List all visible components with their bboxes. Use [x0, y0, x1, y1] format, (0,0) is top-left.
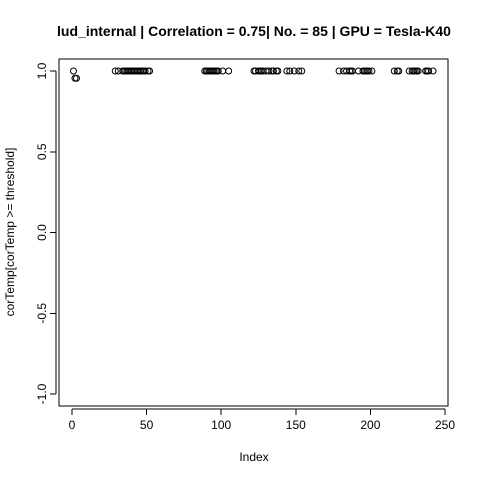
data-point — [219, 67, 227, 75]
data-point — [265, 67, 273, 75]
y-tick-label: 0.5 — [35, 143, 49, 160]
x-tick-label: 0 — [69, 418, 76, 432]
data-point — [269, 67, 277, 75]
x-tick-label: 250 — [435, 418, 455, 432]
y-axis-title: corTemp[corTemp >= threshold] — [3, 148, 17, 317]
data-point — [214, 67, 222, 75]
data-point — [225, 67, 233, 75]
data-point — [365, 67, 373, 75]
data-point — [141, 67, 149, 75]
y-tick-label: 0.0 — [35, 224, 49, 241]
data-point — [390, 67, 398, 75]
x-axis: 0 50 100 150 200 250 — [69, 408, 455, 432]
data-point — [395, 67, 403, 75]
data-point — [283, 67, 291, 75]
data-point — [414, 67, 422, 75]
data-point — [368, 67, 376, 75]
data-point — [335, 67, 343, 75]
data-point — [69, 67, 77, 75]
data-points — [69, 67, 437, 82]
plot-frame — [58, 58, 449, 407]
x-tick-label: 50 — [140, 418, 154, 432]
data-point — [429, 67, 437, 75]
y-tick-label: 1.0 — [35, 62, 49, 79]
x-tick-label: 200 — [360, 418, 380, 432]
data-point — [72, 74, 80, 82]
data-point — [274, 67, 282, 75]
y-axis: 1.0 0.5 0.0 -0.5 -1.0 — [35, 62, 57, 404]
chart-title: lud_internal | Correlation = 0.75| No. =… — [57, 23, 451, 39]
data-point — [425, 67, 433, 75]
data-point — [286, 67, 294, 75]
x-tick-label: 100 — [211, 418, 231, 432]
y-tick-label: -1.0 — [35, 383, 49, 404]
y-tick-label: -0.5 — [35, 303, 49, 324]
data-point — [290, 67, 298, 75]
data-point — [146, 67, 154, 75]
x-axis-title: Index — [239, 450, 268, 464]
data-point — [111, 67, 119, 75]
data-point — [295, 67, 303, 75]
x-tick-label: 150 — [286, 418, 306, 432]
data-point — [298, 67, 306, 75]
